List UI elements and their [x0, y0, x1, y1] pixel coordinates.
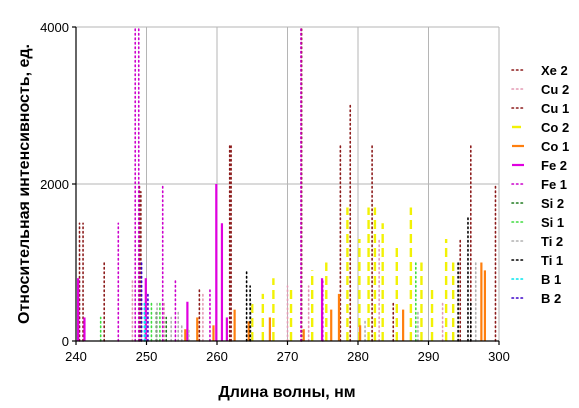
legend-label: Fe 1 — [541, 177, 567, 192]
y-tick-label: 2000 — [40, 177, 69, 192]
series-b-1 — [143, 300, 146, 342]
series-co-1 — [184, 262, 486, 341]
legend: Xe 2 Cu 2 Cu 1 Co 2 Co 1 Fe 2 Fe 1 Si 2 Si 1 Ti 2… — [511, 63, 569, 306]
y-axis-title: Относительная интенсивность, ед. — [16, 44, 33, 324]
legend-label: Xe 2 — [541, 63, 568, 78]
legend-label: Cu 2 — [541, 82, 569, 97]
legend-item-b-2: B 2 — [511, 291, 561, 306]
legend-item-cu-2: Cu 2 — [511, 82, 569, 97]
legend-label: Co 1 — [541, 139, 569, 154]
series-fe-1 — [117, 26, 324, 342]
legend-label: B 1 — [541, 272, 561, 287]
legend-item-cu-1: Cu 1 — [511, 101, 569, 116]
legend-label: Fe 2 — [541, 158, 567, 173]
series-fe-2 — [77, 184, 324, 341]
legend-label: Si 1 — [541, 215, 564, 230]
grid-lines — [76, 26, 500, 341]
legend-item-fe-1: Fe 1 — [511, 177, 567, 192]
x-tick-label: 240 — [65, 349, 87, 364]
legend-label: Ti 1 — [541, 253, 563, 268]
series-co-2 — [251, 207, 455, 341]
legend-item-si-2: Si 2 — [511, 196, 564, 211]
series-lines — [77, 26, 497, 342]
y-tick-label: 4000 — [40, 20, 69, 35]
series-ti-1 — [245, 214, 472, 342]
legend-label: Co 2 — [541, 120, 569, 135]
x-tick-label: 290 — [418, 349, 440, 364]
legend-item-co-2: Co 2 — [512, 120, 569, 135]
x-axis-title: Длина волны, нм — [218, 384, 355, 401]
series-si-1 — [99, 261, 417, 342]
legend-item-fe-2: Fe 2 — [512, 158, 567, 173]
legend-label: Cu 1 — [541, 101, 569, 116]
legend-item-co-1: Co 1 — [512, 139, 569, 154]
legend-label: B 2 — [541, 291, 561, 306]
series-b-2 — [140, 261, 149, 342]
legend-item-si-1: Si 1 — [511, 215, 564, 230]
series-ti-2 — [156, 261, 477, 342]
x-tick-label: 300 — [488, 349, 510, 364]
legend-label: Ti 2 — [541, 234, 563, 249]
x-tick-label: 280 — [347, 349, 369, 364]
series-cu-1 — [82, 143, 462, 342]
legend-item-xe-2: Xe 2 — [511, 63, 568, 78]
x-tick-label: 260 — [206, 349, 228, 364]
legend-item-b-1: B 1 — [511, 272, 561, 287]
x-tick-label: 270 — [277, 349, 299, 364]
legend-item-ti-1: Ti 1 — [511, 253, 563, 268]
y-tick-label: 0 — [62, 334, 69, 349]
legend-item-ti-2: Ti 2 — [511, 234, 563, 249]
legend-label: Si 2 — [541, 196, 564, 211]
x-tick-label: 250 — [136, 349, 158, 364]
series-cu-2 — [131, 238, 444, 342]
tick-labels: 240 250 260 270 280 290 300 0 2000 4000 — [40, 20, 510, 364]
